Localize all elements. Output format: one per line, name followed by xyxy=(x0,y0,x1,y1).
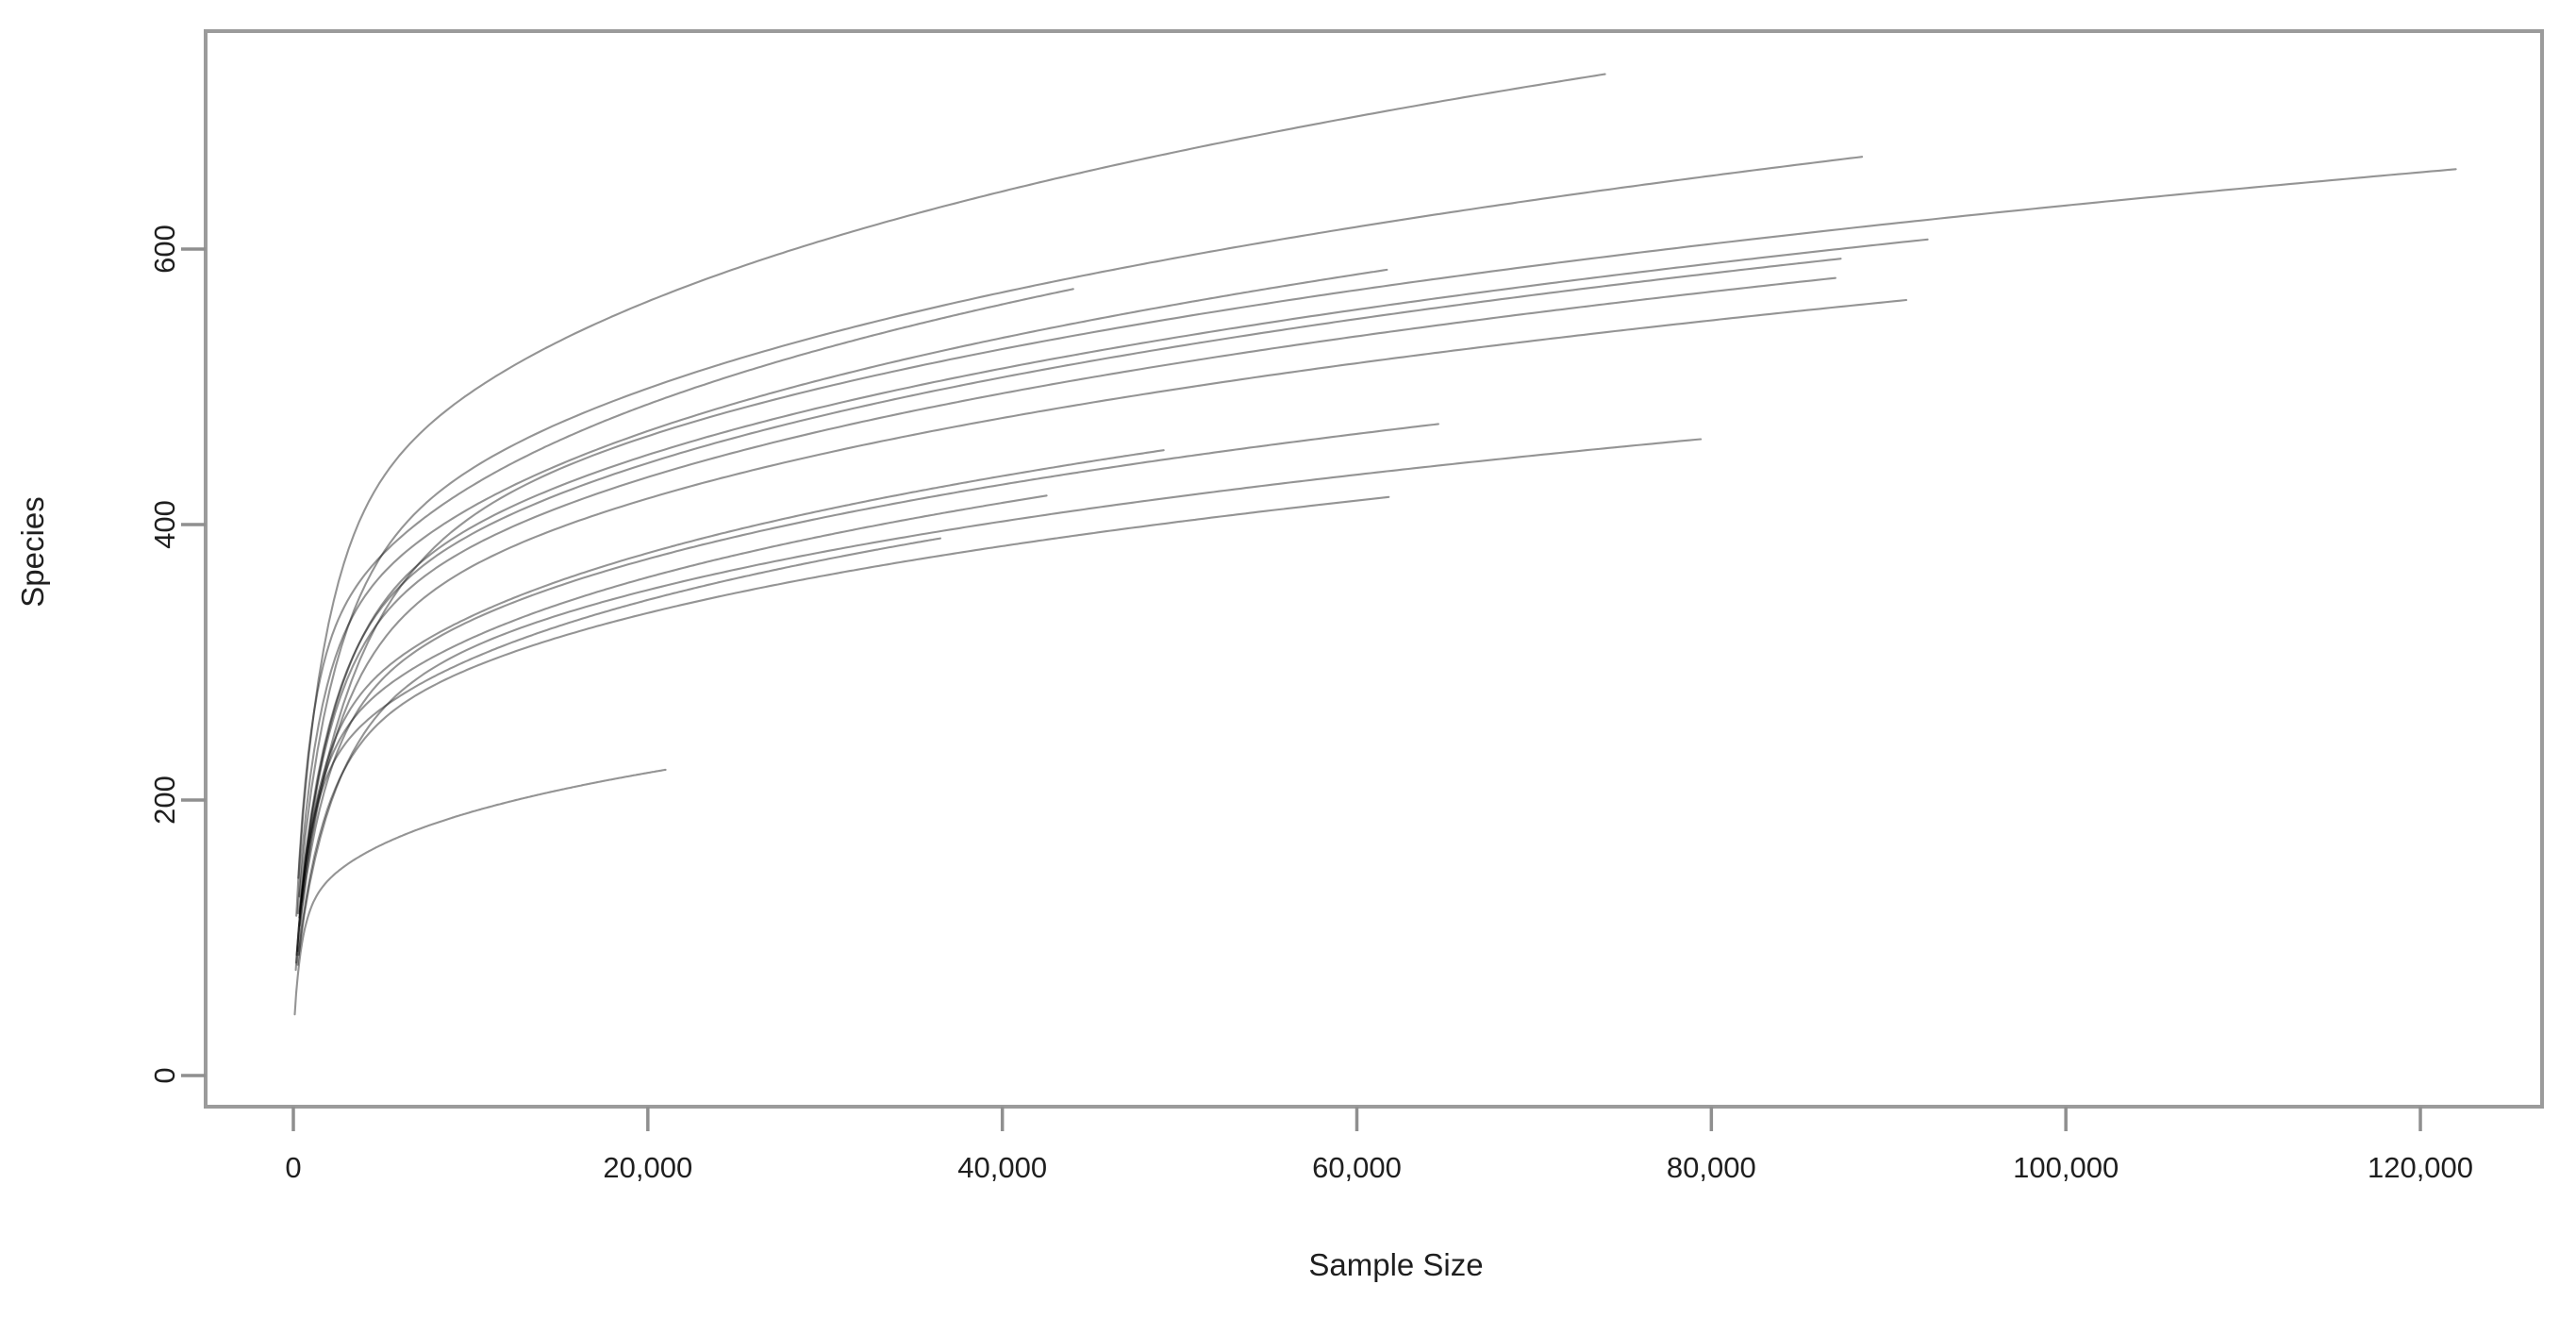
curve-13 xyxy=(295,494,1048,964)
curve-15 xyxy=(294,537,941,972)
y-tick-label-3: 600 xyxy=(148,225,181,274)
x-tick-label-3: 60,000 xyxy=(1312,1151,1402,1184)
curve-08 xyxy=(296,268,1388,914)
curve-09 xyxy=(295,288,1074,917)
plot-box xyxy=(204,29,2544,1109)
x-tick-label-6: 120,000 xyxy=(2368,1151,2473,1184)
x-tick-label-5: 100,000 xyxy=(2013,1151,2119,1184)
curve-06 xyxy=(298,276,1836,919)
x-axis-title: Sample Size xyxy=(1308,1247,1483,1282)
curve-10 xyxy=(295,449,1165,957)
curve-07 xyxy=(298,298,1908,927)
curve-04 xyxy=(298,238,1929,912)
x-tick-label-2: 40,000 xyxy=(957,1151,1047,1184)
y-tick-label-1: 200 xyxy=(148,776,181,825)
x-tick-label-4: 80,000 xyxy=(1667,1151,1756,1184)
curve-01 xyxy=(297,73,1606,879)
x-tick-label-0: 0 xyxy=(285,1151,301,1184)
curve-02 xyxy=(298,156,1864,898)
y-tick-label-2: 400 xyxy=(148,500,181,549)
y-tick-label-0: 0 xyxy=(148,1067,181,1083)
x-tick-label-1: 20,000 xyxy=(603,1151,692,1184)
curve-05 xyxy=(298,258,1842,915)
curve-12 xyxy=(297,438,1703,957)
y-axis-title: Species xyxy=(15,496,50,607)
curve-14 xyxy=(296,495,1390,966)
curve-03 xyxy=(300,168,2457,904)
curve-11 xyxy=(296,423,1439,952)
curve-16 xyxy=(293,768,667,1016)
